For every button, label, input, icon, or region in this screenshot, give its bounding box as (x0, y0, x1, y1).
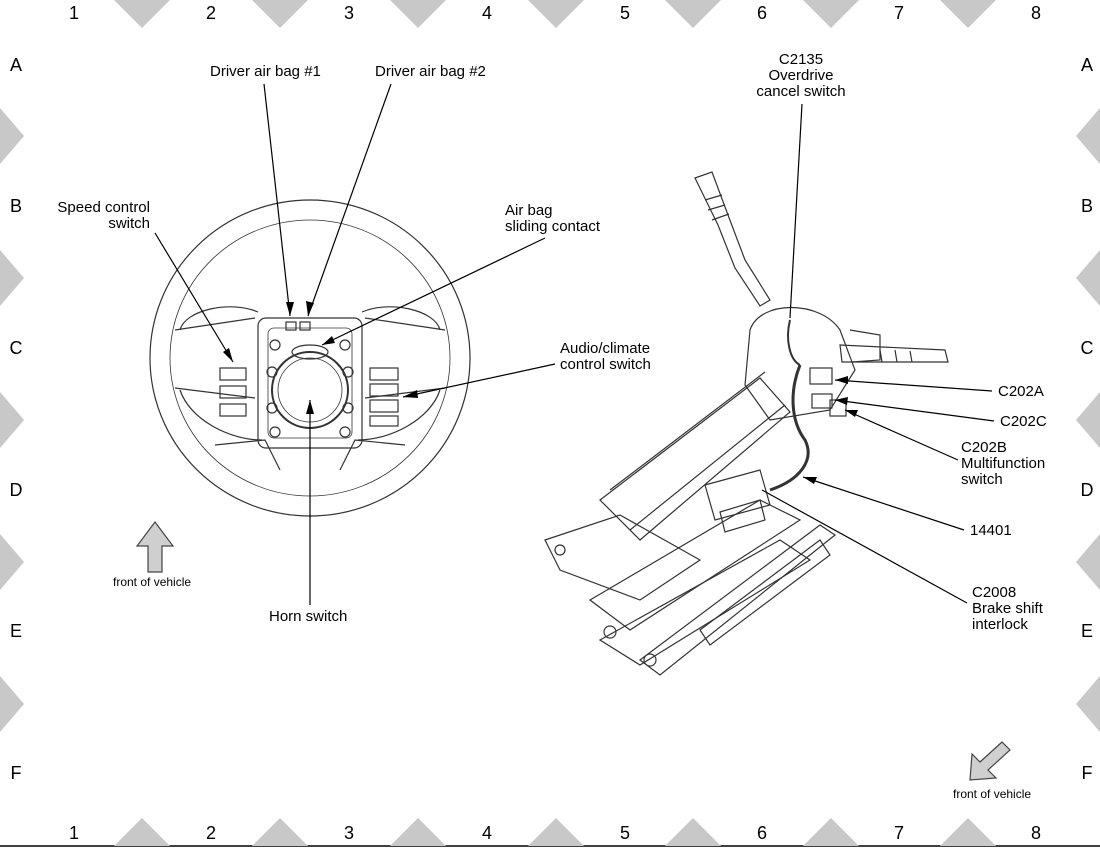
grid-row-label-left: C (9, 338, 23, 358)
grid-row-label-left: B (9, 196, 22, 216)
zone-marker-right (1076, 108, 1100, 164)
steering-column-drawing (544, 171, 949, 676)
zone-marker-bottom (114, 818, 170, 846)
zone-marker-top (252, 0, 308, 28)
grid-column-label-bottom: 8 (1030, 823, 1041, 843)
leader-audio-climate (402, 363, 556, 398)
label-airbag-sliding-contact: Air bag sliding contact (505, 202, 601, 235)
label-c2135: C2135 Overdrive cancel switch (756, 51, 846, 100)
zone-marker-right (1076, 676, 1100, 732)
label-14401: 14401 (970, 522, 1012, 539)
grid-column-label-top: 7 (893, 3, 904, 23)
leader-arrowheads (223, 301, 858, 484)
leader-c2008 (761, 489, 968, 604)
zone-marker-right (1076, 392, 1100, 448)
zone-marker-top (940, 0, 996, 28)
label-c202a: C202A (998, 383, 1044, 400)
grid-column-label-bottom: 6 (756, 823, 767, 843)
grid-row-label-left: E (9, 621, 22, 641)
zone-marker-top (390, 0, 446, 28)
zone-marker-bottom (252, 818, 308, 846)
zone-marker-left (0, 392, 24, 448)
grid-column-label-bottom: 2 (205, 823, 216, 843)
zone-marker-top (803, 0, 859, 28)
grid-row-label-left: A (9, 55, 22, 75)
zone-marker-top (665, 0, 721, 28)
leader-c202c (834, 399, 995, 422)
zone-marker-bottom (528, 818, 584, 846)
zone-marker-left (0, 108, 24, 164)
grid-row-label-right: D (1080, 480, 1094, 500)
front-of-vehicle-label-left: front of vehicle (113, 575, 192, 589)
grid-column-label-bottom: 7 (893, 823, 904, 843)
front-of-vehicle-label-right: front of vehicle (953, 787, 1032, 801)
grid-row-label-right: B (1080, 196, 1093, 216)
grid-row-label-right: C (1080, 338, 1094, 358)
leader-14401 (802, 476, 965, 531)
grid-column-label-top: 4 (481, 3, 492, 23)
zone-marker-top (114, 0, 170, 28)
label-horn-switch: Horn switch (269, 608, 348, 625)
leader-c2135 (789, 103, 803, 319)
label-driver-airbag-2: Driver air bag #2 (375, 63, 486, 80)
front-arrow-down-left-icon (969, 741, 1011, 781)
grid-column-label-bottom: 4 (481, 823, 492, 843)
front-arrow-up-icon (135, 521, 175, 573)
grid-row-label-left: D (9, 480, 23, 500)
zone-marker-right (1076, 250, 1100, 306)
grid-row-label-right: F (1081, 763, 1093, 783)
grid-column-label-top: 6 (756, 3, 767, 23)
grid-column-label-bottom: 5 (619, 823, 630, 843)
leader-c202b (844, 409, 959, 461)
zone-marker-bottom (390, 818, 446, 846)
label-c2008: C2008 Brake shift interlock (972, 584, 1043, 633)
zone-marker-left (0, 534, 24, 590)
grid-column-label-top: 1 (68, 3, 79, 23)
leader-c202a (834, 379, 993, 392)
leader-driver-airbag-1 (263, 83, 291, 317)
grid-column-label-bottom: 1 (68, 823, 79, 843)
leader-sliding-contact (321, 237, 546, 346)
grid-column-label-top: 8 (1030, 3, 1041, 23)
label-speed-control-switch: Speed control switch (57, 199, 150, 232)
zone-marker-left (0, 676, 24, 732)
grid-row-label-left: F (10, 763, 22, 783)
zone-marker-bottom (803, 818, 859, 846)
zone-marker-top (528, 0, 584, 28)
label-driver-airbag-1: Driver air bag #1 (210, 63, 321, 80)
leader-speed-control (154, 232, 234, 363)
grid-row-label-right: A (1080, 55, 1093, 75)
grid-column-label-top: 5 (619, 3, 630, 23)
leader-lines (154, 83, 995, 605)
label-c202c: C202C (1000, 413, 1047, 430)
zone-marker-right (1076, 534, 1100, 590)
label-c202b: C202B Multifunction switch (961, 439, 1046, 488)
label-audio-climate-switch: Audio/climate control switch (560, 340, 651, 373)
grid-column-label-bottom: 3 (343, 823, 354, 843)
zone-marker-bottom (665, 818, 721, 846)
zone-marker-left (0, 250, 24, 306)
grid-column-label-top: 3 (343, 3, 354, 23)
grid-column-label-top: 2 (205, 3, 216, 23)
zone-marker-bottom (940, 818, 996, 846)
grid-row-label-right: E (1080, 621, 1093, 641)
leader-driver-airbag-2 (307, 83, 392, 317)
